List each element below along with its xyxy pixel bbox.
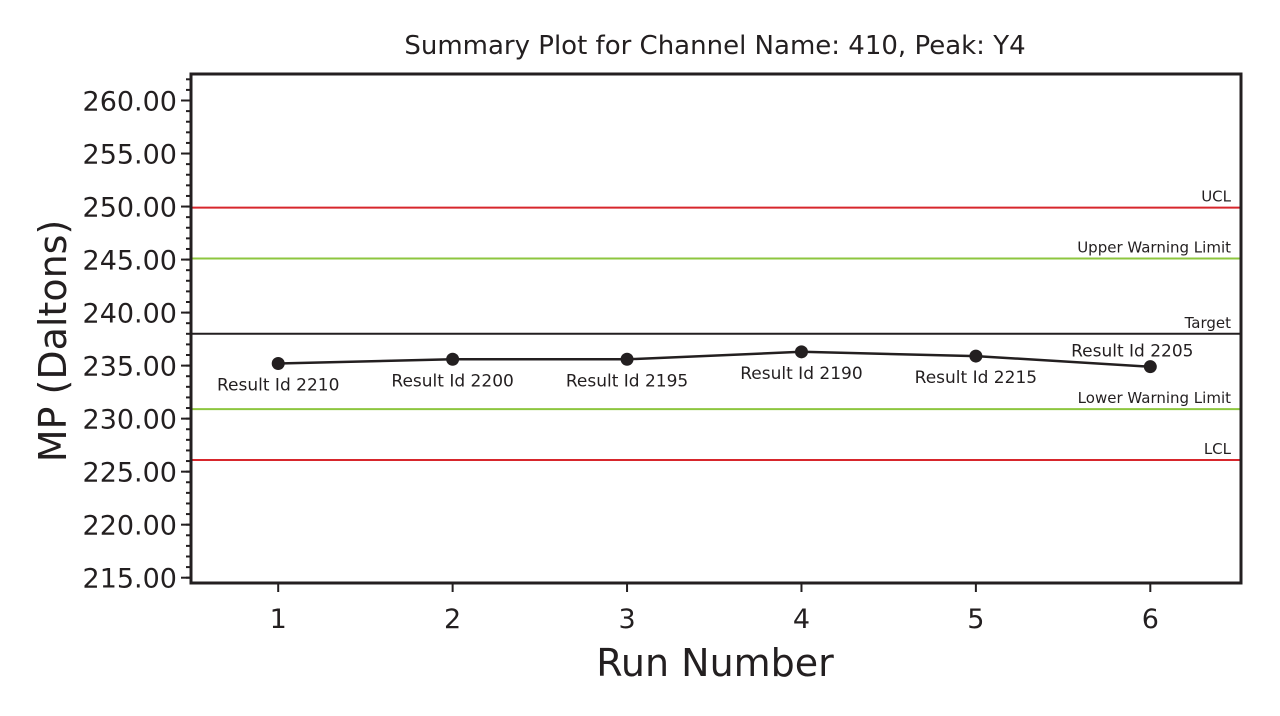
y-tick-label: 215.00 <box>83 564 177 595</box>
x-tick-label: 5 <box>967 604 984 635</box>
y-axis: 215.00 220.00 225.00 230.00 235.00 240.00 245.… <box>83 78 191 595</box>
point-label: Result Id 2210 <box>217 375 339 395</box>
x-axis-title: Run Number <box>596 641 834 685</box>
data-point <box>794 345 808 359</box>
plot-frame <box>189 72 1243 585</box>
x-tick-label: 1 <box>270 604 287 635</box>
y-tick-label: 225.00 <box>83 458 177 489</box>
y-tick-label: 220.00 <box>83 511 177 542</box>
series-line <box>278 350 1151 368</box>
data-point <box>969 349 983 363</box>
ref-label-ucl: UCL <box>1201 188 1231 206</box>
reference-lines: UCL Upper Warning Limit Target Lower Warnin… <box>191 188 1241 461</box>
data-point <box>620 352 634 366</box>
data-point <box>271 356 285 370</box>
chart-title: Summary Plot for Channel Name: 410, Peak… <box>404 31 1025 61</box>
data-point <box>446 352 460 366</box>
ref-label-upper-warning-limit: Upper Warning Limit <box>1077 239 1231 257</box>
point-label: Result Id 2200 <box>391 371 513 391</box>
ref-label-lcl: LCL <box>1204 440 1232 458</box>
x-tick-label: 6 <box>1142 604 1159 635</box>
data-point <box>1143 360 1157 374</box>
x-tick-label: 3 <box>618 604 635 635</box>
y-tick-label: 250.00 <box>83 193 177 224</box>
ref-label-lower-warning-limit: Lower Warning Limit <box>1078 389 1231 407</box>
x-tick-label: 4 <box>793 604 810 635</box>
x-tick-label: 2 <box>444 604 461 635</box>
point-label: Result Id 2190 <box>740 364 862 384</box>
point-label: Result Id 2205 <box>1071 342 1193 362</box>
y-tick-label: 230.00 <box>83 405 177 436</box>
y-tick-label: 235.00 <box>83 352 177 383</box>
ref-label-target: Target <box>1184 314 1232 332</box>
y-axis-title: MP (Daltons) <box>31 220 75 463</box>
point-label: Result Id 2215 <box>915 368 1037 388</box>
x-axis: 1 2 3 4 5 6 <box>270 583 1159 635</box>
y-tick-label: 255.00 <box>83 140 177 171</box>
point-label: Result Id 2195 <box>566 371 688 391</box>
y-tick-label: 245.00 <box>83 246 177 277</box>
y-tick-label: 260.00 <box>83 87 177 118</box>
y-tick-label: 240.00 <box>83 299 177 330</box>
series-layer: Result Id 2210 Result Id 2200 Result Id 21… <box>217 342 1193 396</box>
